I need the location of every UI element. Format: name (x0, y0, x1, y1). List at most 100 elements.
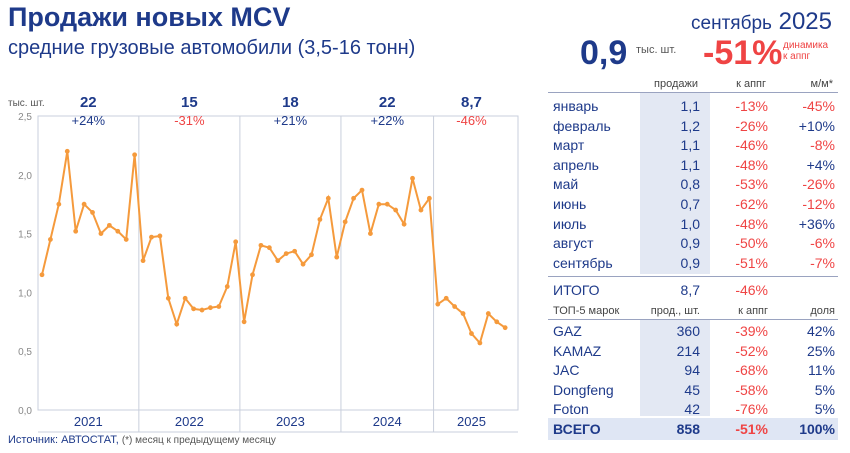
brand-share: 11% (808, 362, 835, 379)
month-sales: 0,8 (680, 176, 700, 193)
page-subtitle: средние грузовые автомобили (3,5-16 тонн… (8, 37, 416, 59)
dynamic-label: динамика к аппг (783, 40, 828, 62)
month-sales: 0,9 (680, 254, 700, 271)
month-row: апрель 1,1 -48% +4% (548, 155, 838, 175)
brands-total-bg (548, 418, 838, 440)
sales-data-point (401, 221, 407, 227)
brands-total-name: ВСЕГО (553, 421, 601, 437)
total-sales: 8,7 (680, 282, 700, 298)
month-name: февраль (553, 117, 611, 134)
header-separator (548, 92, 838, 93)
sales-data-point (241, 319, 247, 325)
month-yoy: -51% (735, 254, 768, 271)
sales-data-point (452, 304, 458, 309)
brands-header-name: ТОП-5 марок (553, 305, 620, 317)
sales-data-point (56, 201, 62, 207)
month-sales: 1,1 (680, 98, 700, 114)
dynamic-value: -51% (703, 34, 783, 72)
sales-data-point (233, 239, 239, 245)
y-tick-label: 0,5 (18, 347, 32, 358)
brand-row: JAC 94 -68% 11% (548, 360, 838, 380)
header-sales: продажи (654, 78, 698, 90)
annual-total-label: 22 (379, 94, 396, 111)
total-separator (548, 276, 838, 277)
month-yoy: -13% (735, 98, 768, 114)
sales-data-point (334, 254, 340, 260)
brand-row: Dongfeng 45 -58% 5% (548, 380, 838, 400)
period-month: сентябрь (691, 13, 772, 34)
month-yoy: -48% (735, 156, 768, 173)
sales-data-point (132, 152, 138, 158)
sales-data-point (73, 228, 79, 234)
big-sales-value: 0,9 (580, 34, 628, 72)
month-yoy: -26% (735, 117, 768, 134)
y-tick-label: 0,0 (18, 406, 32, 417)
source-text: Источник: АВТОСТАТ, (8, 434, 122, 446)
month-name: август (553, 235, 594, 252)
sales-data-point (300, 261, 306, 267)
y-axis-label: тыс. шт. (8, 98, 45, 109)
month-row: август 0,9 -50% -6% (548, 233, 838, 253)
annual-change-label: -31% (174, 113, 205, 128)
sales-data-point (208, 305, 213, 311)
month-mom: -6% (810, 235, 835, 252)
brand-yoy: -68% (735, 362, 768, 379)
dynamic-label-line2: к аппг (783, 51, 811, 62)
sales-data-point (64, 148, 70, 154)
sales-data-point (90, 210, 95, 215)
sales-series-line (41, 151, 506, 346)
sales-data-point (351, 195, 356, 201)
month-mom: +4% (806, 156, 835, 173)
brand-share: 25% (806, 342, 835, 359)
sales-data-point (292, 248, 298, 254)
month-sales: 1,0 (680, 215, 700, 232)
year-label: 2025 (457, 414, 486, 429)
sales-data-point (435, 301, 441, 307)
month-mom: -45% (802, 98, 835, 114)
sales-data-point (342, 219, 348, 225)
month-row: май 0,8 -53% -26% (548, 174, 838, 194)
year-label: 2021 (74, 414, 103, 429)
month-name: июль (553, 215, 587, 232)
sales-data-point (199, 307, 205, 313)
brand-yoy: -52% (735, 342, 768, 359)
sales-data-point (191, 306, 196, 312)
brand-row: KAMAZ 214 -52% 25% (548, 341, 838, 361)
page-title: Продажи новых MCV (8, 2, 291, 32)
sales-column-bg (640, 92, 710, 274)
month-mom: -26% (802, 176, 835, 193)
annual-total-label: 18 (282, 94, 299, 111)
annual-total-label: 22 (80, 94, 97, 111)
y-tick-label: 1,0 (18, 288, 32, 299)
header-yoy: к аппг (736, 78, 766, 90)
sales-data-point (258, 242, 264, 248)
year-label: 2024 (373, 414, 402, 429)
month-row: январь 1,1 -13% -45% (548, 96, 838, 116)
big-unit-text: тыс. шт. (636, 44, 677, 56)
sales-data-point (325, 195, 331, 201)
month-yoy: -62% (735, 196, 768, 212)
sales-data-point (317, 217, 323, 222)
month-sales: 0,7 (680, 196, 700, 212)
big-sales-unit: тыс. шт. (636, 44, 676, 56)
brand-yoy: -76% (735, 401, 768, 418)
brands-total-sales: 858 (676, 421, 700, 437)
total-name: ИТОГО (553, 282, 600, 298)
annual-change-label: +24% (72, 113, 106, 128)
month-mom: -12% (802, 196, 835, 212)
sales-data-point (165, 295, 171, 301)
brands-header-yoy: к аппг (738, 305, 768, 317)
brand-share: 42% (806, 323, 835, 339)
total-yoy: -46% (735, 282, 768, 298)
brands-header-share: доля (810, 305, 835, 317)
sales-data-point (494, 319, 500, 325)
sales-data-point (98, 231, 104, 237)
sales-data-point (81, 201, 87, 207)
sales-data-point (224, 284, 230, 289)
sales-data-point (502, 325, 508, 331)
month-sales: 1,1 (680, 156, 700, 173)
period-year: 2025 (778, 8, 832, 35)
sales-data-point (309, 252, 314, 258)
y-tick-label: 2,5 (18, 112, 32, 123)
brand-share: 5% (814, 401, 835, 418)
